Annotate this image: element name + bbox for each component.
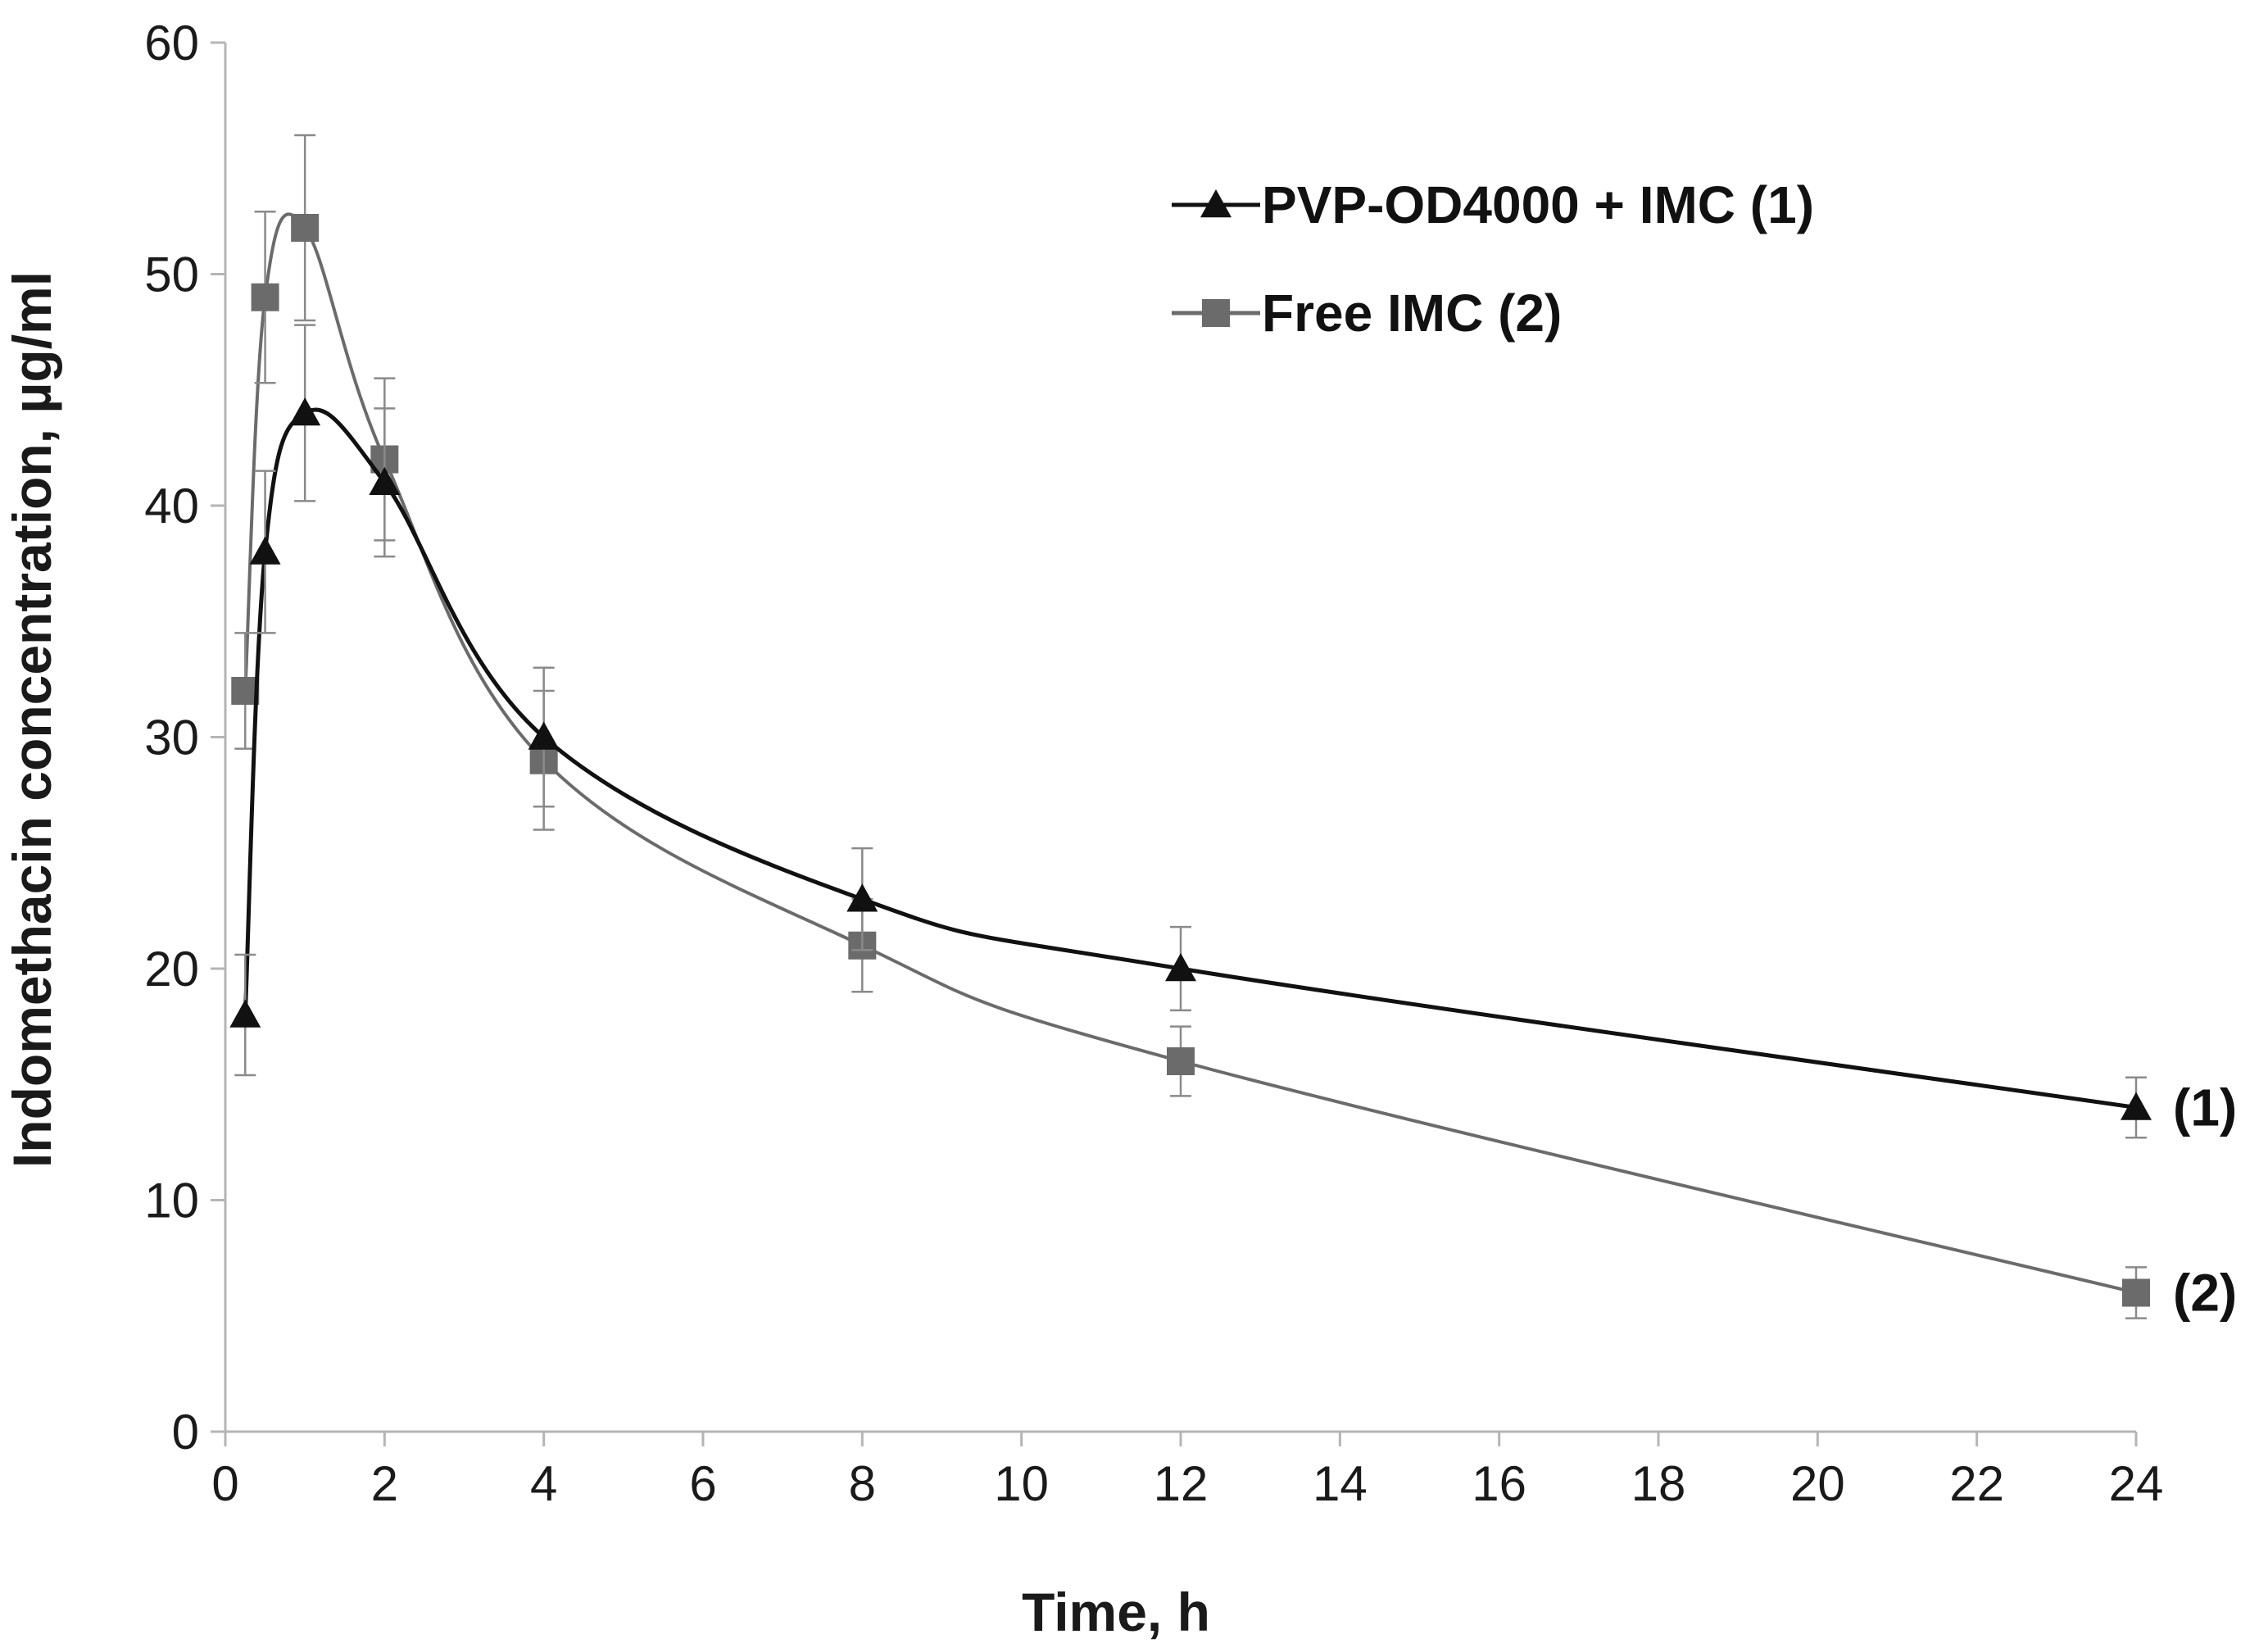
data-point-square (251, 283, 279, 311)
x-tick-label: 12 (1154, 1456, 1209, 1511)
legend-label: Free IMC (2) (1262, 284, 1562, 343)
data-point-triangle (2121, 1092, 2152, 1120)
y-tick-label: 0 (172, 1405, 199, 1460)
x-tick-label: 24 (2109, 1456, 2164, 1511)
y-tick-label: 30 (144, 711, 199, 765)
y-tick-label: 60 (144, 16, 199, 70)
data-point-triangle (1165, 953, 1196, 982)
legend: PVP-OD4000 + IMC (1) Free IMC (2) (1172, 175, 1814, 343)
legend-label: PVP-OD4000 + IMC (1) (1262, 175, 1814, 234)
x-tick-label: 22 (1949, 1456, 2004, 1511)
series-layer: (2) (1) (229, 134, 2237, 1323)
legend-marker-triangle (1200, 189, 1232, 218)
x-tick-label: 6 (689, 1456, 716, 1511)
y-tick-label: 20 (144, 942, 199, 997)
y-tick-label: 50 (144, 247, 199, 302)
series-end-label: (2) (2173, 1264, 2237, 1323)
x-tick-label: 20 (1790, 1456, 1845, 1511)
data-point-triangle (369, 466, 401, 495)
series-1: (1) (229, 324, 2237, 1139)
y-axis-title: Indomethacin concentration, µg/ml (2, 271, 62, 1168)
x-axis-title: Time, h (1022, 1582, 1210, 1642)
data-point-square (291, 214, 320, 242)
y-tick-label: 10 (144, 1174, 199, 1228)
x-tick-label: 16 (1472, 1456, 1526, 1511)
data-point-triangle (289, 397, 321, 426)
y-tick-label: 40 (144, 479, 199, 533)
x-tick-label: 14 (1313, 1456, 1368, 1511)
x-tick-label: 8 (849, 1456, 876, 1511)
legend-item-2: Free IMC (2) (1172, 284, 1562, 343)
x-tick-label: 18 (1631, 1456, 1686, 1511)
series-end-label: (1) (2173, 1078, 2237, 1137)
x-tick-label: 2 (371, 1456, 398, 1511)
data-point-triangle (249, 536, 281, 565)
data-point-square (1167, 1047, 1195, 1075)
legend-marker-square (1202, 299, 1230, 327)
data-point-triangle (846, 883, 878, 912)
x-tick-label: 0 (211, 1456, 238, 1511)
series-line (243, 212, 2137, 1295)
x-tick-label: 4 (530, 1456, 557, 1511)
data-point-square (2122, 1278, 2150, 1307)
data-point-triangle (528, 721, 560, 750)
series-line (243, 407, 2137, 1110)
legend-item-1: PVP-OD4000 + IMC (1) (1172, 175, 1814, 234)
x-tick-label: 10 (994, 1456, 1049, 1511)
data-point-triangle (229, 999, 261, 1028)
